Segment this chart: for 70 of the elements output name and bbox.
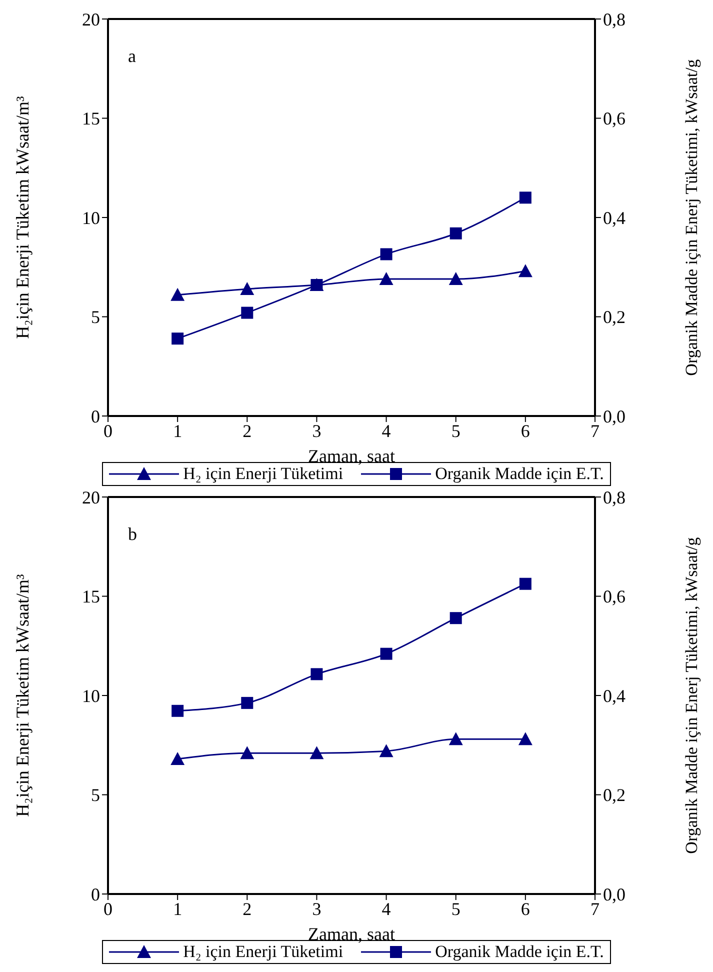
point [379, 744, 394, 758]
point [379, 272, 394, 286]
y2-tick-label: 0,4 [603, 208, 626, 228]
x-tick-label: 3 [312, 420, 322, 441]
x-axis-title: Zaman, saat [308, 924, 395, 944]
point [170, 288, 185, 301]
y2-tick-label: 0,8 [603, 9, 626, 30]
y-tick-label: 5 [91, 785, 100, 806]
legend-label: H₂ için Enerji Tüketimi [183, 942, 344, 962]
y2-tick-label: 0,8 [603, 487, 626, 508]
x-tick-label: 0 [104, 898, 112, 919]
y2-axis-title: Organik Madde için Enerj Tüketimi, kWsaat/g [682, 536, 702, 854]
point [170, 752, 185, 766]
y-tick-label: 0 [91, 884, 100, 904]
y-tick-label: 20 [82, 9, 100, 30]
x-tick-label: 1 [173, 420, 182, 441]
point [172, 704, 184, 717]
y-tick-label: 0 [91, 406, 100, 426]
x-tick-label: 5 [451, 898, 460, 919]
point [519, 192, 532, 204]
point [518, 732, 532, 746]
point [241, 696, 254, 709]
x-tick-label: 7 [590, 420, 600, 441]
y-tick-label: 20 [82, 487, 100, 508]
y-axis-title: H₂için Enerji Tüketim kWsaat/m³ [12, 96, 32, 339]
x-tick-label: 1 [173, 898, 182, 919]
x-tick-label: 2 [242, 898, 252, 919]
annotation: a [128, 46, 136, 67]
y2-tick-label: 0,0 [603, 406, 626, 426]
y-tick-label: 5 [91, 307, 100, 328]
x-tick-label: 6 [520, 898, 530, 919]
x-tick-label: 2 [242, 420, 252, 441]
x-tick-label: 4 [382, 898, 391, 919]
legend-label: Organik Madde için E.T. [435, 942, 604, 962]
y2-tick-label: 0,2 [603, 785, 626, 806]
point [172, 332, 184, 345]
point [310, 668, 323, 680]
y-tick-label: 10 [82, 686, 100, 706]
annotation: b [128, 524, 137, 545]
point [450, 227, 462, 240]
y2-tick-label: 0,2 [603, 307, 626, 328]
legend-label: Organik Madde için E.T. [435, 464, 604, 484]
point [380, 248, 392, 260]
point [450, 612, 462, 624]
point [518, 264, 532, 278]
y-tick-label: 15 [82, 586, 100, 607]
point [448, 732, 463, 746]
y2-tick-label: 0,4 [603, 686, 626, 706]
y-tick-label: 15 [82, 108, 100, 129]
point [380, 648, 392, 660]
x-tick-label: 0 [104, 420, 112, 441]
legend-label: H₂ için Enerji Tüketimi [183, 464, 344, 484]
y2-tick-label: 0,6 [603, 586, 626, 607]
y-axis-title: H₂için Enerji Tüketim kWsaat/m³ [12, 574, 32, 817]
y2-tick-label: 0,6 [603, 108, 626, 129]
y2-tick-label: 0,0 [603, 884, 626, 904]
x-tick-label: 7 [590, 898, 600, 919]
x-tick-label: 5 [451, 420, 460, 441]
point [241, 306, 254, 319]
x-tick-label: 6 [520, 420, 530, 441]
y2-axis-title: Organik Madde için Enerj Tüketimi, kWsaat/g [682, 58, 702, 376]
point [448, 272, 463, 286]
point [240, 282, 254, 295]
point [519, 578, 532, 590]
x-tick-label: 4 [382, 420, 391, 441]
y-tick-label: 10 [82, 208, 100, 228]
point [310, 746, 324, 760]
point [240, 746, 254, 760]
x-axis-title: Zaman, saat [308, 446, 395, 466]
x-tick-label: 3 [312, 898, 322, 919]
